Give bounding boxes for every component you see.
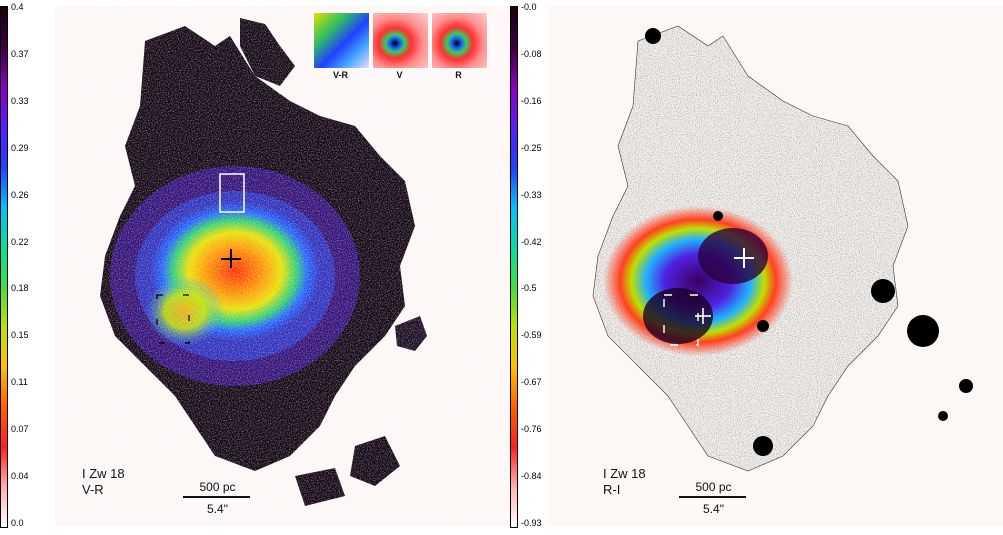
inset-v [372,12,429,69]
inset-r [431,12,488,69]
right-tick-label: -0.84 [521,471,542,482]
band-label-ri: R-I [603,482,621,497]
right-tick-label: -0.59 [521,330,542,341]
left-tick-label: 0.4 [11,2,24,12]
se-region-box [156,294,190,344]
scale-arcsec: 5.4" [207,502,228,516]
left-tick-label: 0.33 [11,95,29,106]
right-tick-label: -0.67 [521,377,542,388]
inset-label-vr: V-R [332,70,348,80]
cross-marker-core-ri [734,248,754,268]
scale-pc: 500 pc [199,480,236,494]
left-tick-label: 0.04 [11,471,29,482]
inset-label-v: V [396,70,403,80]
left-tick-label: 0.11 [11,377,28,388]
nw-region-box [219,173,245,213]
right-tick-label: -0.5 [521,283,537,294]
cross-marker-core [221,249,241,268]
right-tick-label: -0.08 [521,48,542,59]
se-region-box-ri [663,294,699,346]
scale-bar [183,496,250,498]
dark-blob-3 [753,436,773,456]
right-tick-label: -0.25 [521,142,542,153]
galaxy-name: I Zw 18 [82,466,125,481]
left-tick-label: 0.37 [11,48,29,59]
inset-vr [313,12,370,69]
left-image-panel: V-R V R I Zw 18 V-R 500 pc 5.4" [55,6,510,526]
right-tick-label: -0.42 [521,236,542,247]
right-tick-label: -0.33 [521,189,542,200]
right-tick-label: -0.16 [521,95,542,106]
dark-blob-1 [871,279,895,303]
left-tick-label: 0.15 [11,330,29,341]
dark-blob-2 [907,315,939,347]
ri-color-map [592,25,973,472]
inset-label-r: R [455,70,462,80]
left-tick-label: 0.26 [11,189,29,200]
dark-blob-4 [645,28,661,44]
galaxy-name-ri: I Zw 18 [603,466,646,481]
scale-bar-ri [679,496,746,498]
right-colorbar [510,6,518,528]
right-tick-label: -0.0 [521,2,537,12]
left-tick-label: 0.22 [11,236,29,247]
left-tick-label: 0.07 [11,424,29,435]
right-image-panel: I Zw 18 R-I 500 pc 5.4" [548,6,1003,526]
band-label: V-R [82,482,104,497]
right-tick-label: -0.93 [521,518,542,528]
scale-pc-ri: 500 pc [695,480,732,494]
scale-arcsec-ri: 5.4" [703,502,724,516]
right-tick-label: -0.76 [521,424,542,435]
vr-color-map [55,6,510,526]
left-colorbar [0,6,8,528]
left-tick-label: 0.29 [11,142,29,153]
left-tick-label: 0.18 [11,283,29,294]
left-tick-label: 0.0 [11,518,24,528]
